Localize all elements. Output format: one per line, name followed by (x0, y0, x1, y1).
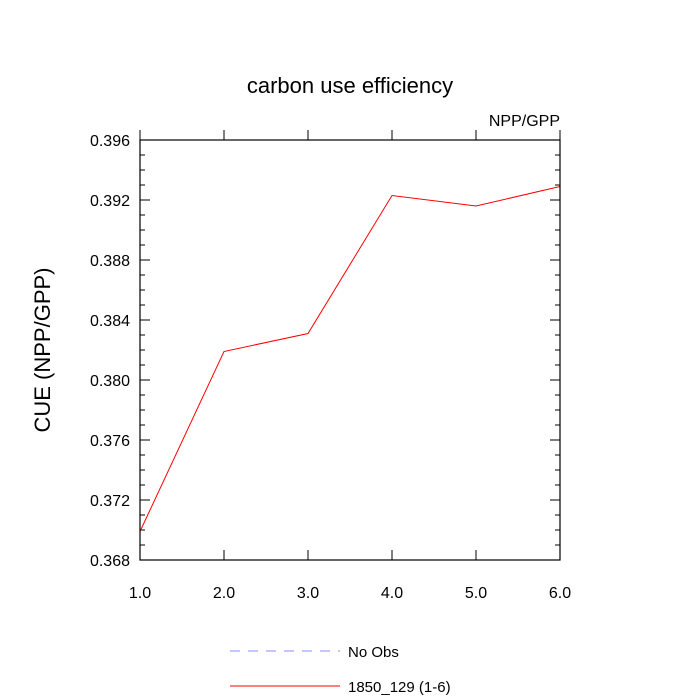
axis-ticks (139, 130, 561, 561)
series-line (139, 186, 561, 532)
y-tick-label: 0.380 (90, 373, 130, 390)
tick-labels: 1.0 2.0 3.0 4.0 5.0 6.0 0.368 0.372 0.376 0.380 0.… (90, 133, 571, 602)
y-tick-label: 0.372 (90, 493, 130, 510)
x-tick-label: 2.0 (213, 585, 235, 602)
y-axis-label: CUE (NPP/GPP) (30, 267, 55, 432)
x-tick-label: 1.0 (129, 585, 151, 602)
x-tick-label: 4.0 (381, 585, 403, 602)
y-tick-label: 0.368 (90, 553, 130, 570)
y-tick-label: 0.376 (90, 433, 130, 450)
chart-title: carbon use efficiency (247, 73, 453, 98)
y-tick-label: 0.388 (90, 253, 130, 270)
chart-subtitle: NPP/GPP (489, 113, 560, 130)
legend-label: 1850_129 (1-6) (348, 679, 451, 696)
y-tick-label: 0.384 (90, 313, 130, 330)
series-lines (139, 186, 561, 532)
x-tick-label: 5.0 (465, 585, 487, 602)
x-tick-label: 3.0 (297, 585, 319, 602)
legend-label: No Obs (348, 644, 399, 661)
x-tick-label: 6.0 (549, 585, 571, 602)
y-tick-label: 0.396 (90, 133, 130, 150)
legend: No Obs 1850_129 (1-6) (230, 644, 451, 696)
y-tick-label: 0.392 (90, 193, 130, 210)
plot-frame (139, 139, 561, 561)
